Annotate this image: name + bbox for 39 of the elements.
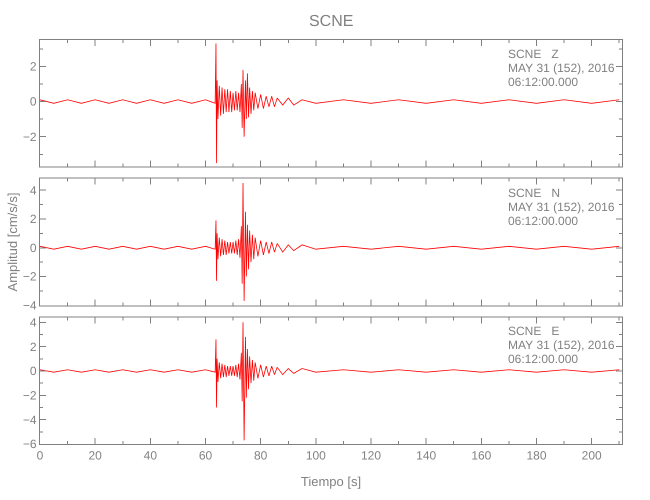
y-tick-label: 2 bbox=[30, 340, 37, 354]
line-series bbox=[40, 322, 620, 441]
y-tick-label: −2 bbox=[22, 270, 37, 284]
x-tick-label: 180 bbox=[526, 448, 547, 462]
y-tick-label: 4 bbox=[30, 183, 37, 198]
annotation: MAY 31 (152), 2016 bbox=[508, 61, 615, 75]
y-tick-label: 0 bbox=[30, 364, 37, 378]
y-tick-label: −2 bbox=[22, 388, 37, 403]
x-tick-label: 200 bbox=[582, 448, 602, 462]
x-tick-label: 120 bbox=[360, 448, 382, 462]
y-tick-label: 2 bbox=[30, 212, 37, 226]
x-tick-label: 40 bbox=[144, 448, 158, 462]
x-tick-label: 100 bbox=[306, 448, 326, 462]
x-axis-title: Tiempo [s] bbox=[300, 474, 362, 489]
x-tick-label: 60 bbox=[198, 448, 212, 462]
x-tick-label: 20 bbox=[88, 448, 102, 462]
y-tick-label: 2 bbox=[30, 60, 37, 74]
annotation: SCNE Z bbox=[508, 47, 559, 61]
y-tick-label: 0 bbox=[30, 240, 37, 255]
y-tick-label: −4 bbox=[22, 412, 37, 427]
chart-title: SCNE bbox=[309, 13, 354, 30]
y-tick-label: −2 bbox=[22, 130, 37, 144]
y-tick-label: −4 bbox=[22, 298, 37, 312]
annotation: SCNE E bbox=[508, 324, 560, 338]
x-tick-label: 140 bbox=[416, 448, 436, 462]
annotation: SCNE N bbox=[508, 186, 560, 200]
annotation: MAY 31 (152), 2016 bbox=[508, 338, 615, 352]
annotation: MAY 31 (152), 2016 bbox=[508, 200, 615, 214]
y-tick-label: 4 bbox=[30, 315, 37, 330]
y-tick-label: 0 bbox=[30, 94, 37, 109]
annotation: 06:12:00.000 bbox=[508, 75, 578, 89]
x-tick-label: 160 bbox=[471, 448, 492, 462]
y-axis-title: Amplitud [cm/s/s] bbox=[4, 192, 20, 292]
annotation: 06:12:00.000 bbox=[508, 214, 578, 228]
annotation: 06:12:00.000 bbox=[508, 352, 578, 366]
y-tick-label: −6 bbox=[22, 437, 37, 452]
line-series bbox=[40, 43, 620, 164]
line-series bbox=[40, 182, 620, 302]
x-tick-label: 80 bbox=[254, 448, 268, 462]
